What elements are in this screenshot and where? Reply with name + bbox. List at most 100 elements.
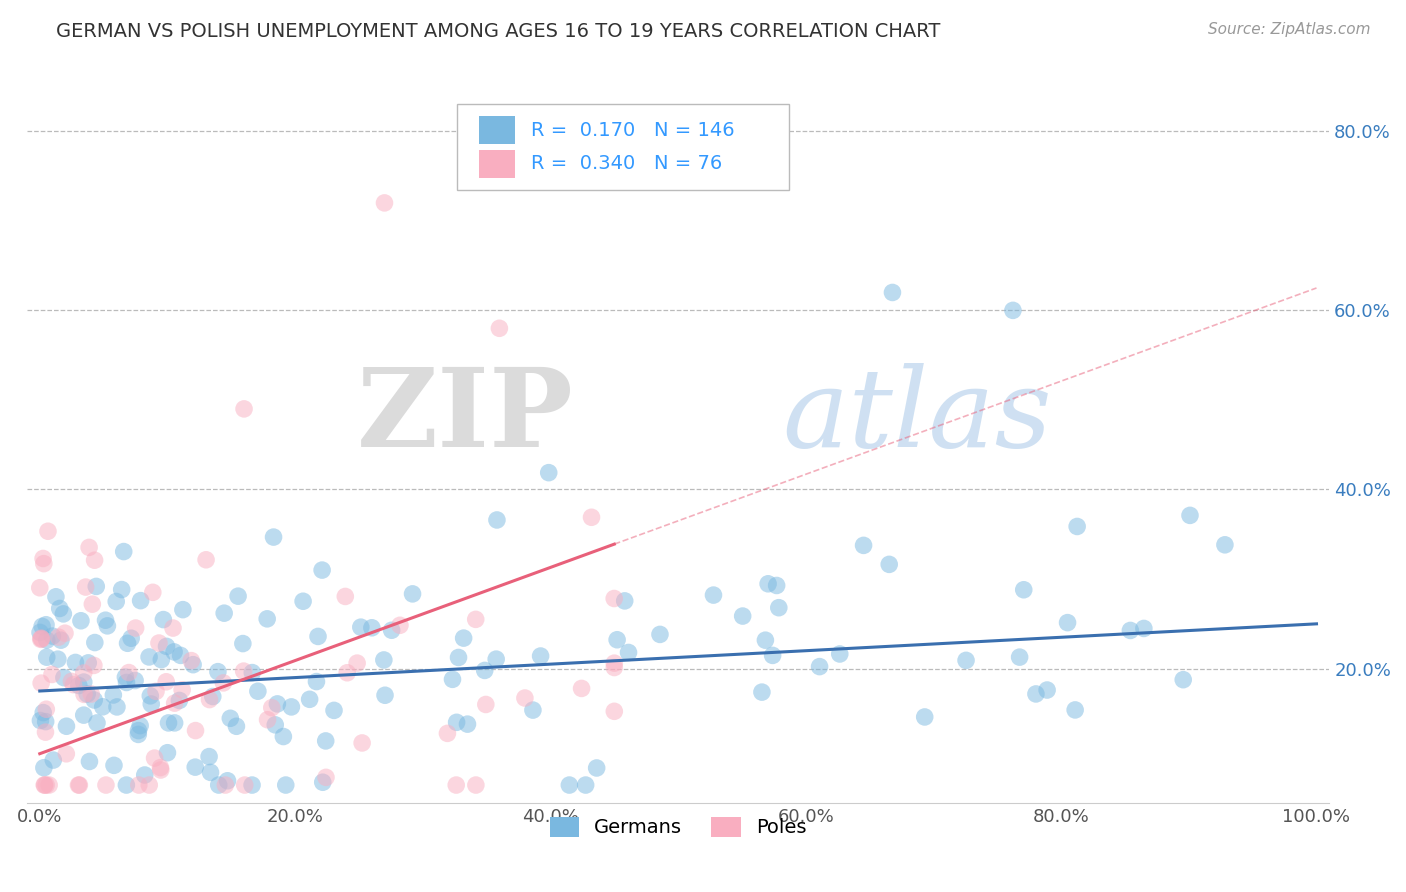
Point	[62, 678, 84, 692]
Point	[219, 711, 242, 725]
Point	[32, 778, 55, 792]
Point	[143, 751, 166, 765]
Point	[73, 665, 96, 680]
FancyBboxPatch shape	[479, 150, 516, 178]
Point	[34, 778, 56, 792]
Point	[1001, 303, 1024, 318]
Point	[70, 614, 93, 628]
Point	[41, 629, 63, 643]
Point	[346, 656, 368, 670]
Point	[603, 591, 626, 606]
Point	[456, 717, 478, 731]
Point	[702, 588, 724, 602]
Point	[156, 746, 179, 760]
Point	[67, 778, 90, 792]
Point	[180, 654, 202, 668]
Point	[45, 590, 67, 604]
Point	[35, 702, 58, 716]
Point	[41, 667, 63, 681]
Point	[214, 778, 236, 792]
Point	[37, 524, 59, 539]
Point	[77, 656, 100, 670]
Point	[148, 636, 170, 650]
Point	[172, 602, 194, 616]
Point	[83, 658, 105, 673]
Point	[852, 538, 875, 552]
Point	[145, 684, 167, 698]
Point	[105, 594, 128, 608]
Point	[152, 613, 174, 627]
Point	[1056, 615, 1078, 630]
Point	[163, 645, 186, 659]
Point	[142, 585, 165, 599]
Point	[103, 758, 125, 772]
FancyBboxPatch shape	[479, 116, 516, 145]
Point	[105, 700, 128, 714]
Point	[808, 659, 831, 673]
Point	[73, 675, 96, 690]
Point	[138, 649, 160, 664]
Point	[117, 636, 139, 650]
Point	[149, 761, 172, 775]
Point	[207, 665, 229, 679]
Point	[323, 703, 346, 717]
Point	[464, 612, 486, 626]
Point	[226, 589, 249, 603]
Point	[46, 652, 69, 666]
Point	[124, 673, 146, 688]
Point	[360, 621, 382, 635]
Point	[162, 621, 184, 635]
Point	[388, 618, 411, 632]
Point	[1178, 508, 1201, 523]
Point	[65, 656, 87, 670]
Point	[1066, 519, 1088, 533]
Point	[38, 778, 60, 792]
Point	[212, 676, 235, 690]
Point	[311, 563, 333, 577]
Point	[120, 632, 142, 646]
Point	[48, 630, 70, 644]
Point	[1008, 650, 1031, 665]
Point	[446, 715, 468, 730]
Point	[60, 674, 83, 689]
Point	[115, 675, 138, 690]
Point	[648, 627, 671, 641]
Point	[335, 590, 357, 604]
Point	[195, 553, 218, 567]
Point	[485, 513, 508, 527]
Point	[53, 626, 76, 640]
Point	[617, 645, 640, 659]
Point	[1036, 683, 1059, 698]
Point	[157, 715, 180, 730]
Point	[32, 761, 55, 775]
Point	[1213, 538, 1236, 552]
Point	[172, 682, 194, 697]
Point	[42, 753, 65, 767]
Text: R =  0.170   N = 146: R = 0.170 N = 146	[531, 120, 734, 140]
Legend: Germans, Poles: Germans, Poles	[541, 809, 814, 846]
Point	[28, 625, 51, 640]
Point	[731, 609, 754, 624]
Point	[35, 778, 58, 792]
Point	[35, 617, 58, 632]
Point	[373, 653, 395, 667]
FancyBboxPatch shape	[457, 104, 789, 190]
Point	[163, 696, 186, 710]
Point	[575, 778, 598, 792]
Point	[464, 778, 486, 792]
Point	[84, 579, 107, 593]
Point	[217, 773, 239, 788]
Point	[150, 653, 173, 667]
Point	[488, 321, 510, 335]
Point	[485, 652, 508, 666]
Point	[73, 687, 96, 701]
Point	[155, 674, 177, 689]
Point	[155, 640, 177, 654]
Point	[55, 719, 77, 733]
Point	[756, 576, 779, 591]
Point	[198, 692, 221, 706]
Point	[30, 676, 52, 690]
Point	[94, 778, 117, 792]
Point	[124, 621, 146, 635]
Point	[32, 557, 55, 571]
